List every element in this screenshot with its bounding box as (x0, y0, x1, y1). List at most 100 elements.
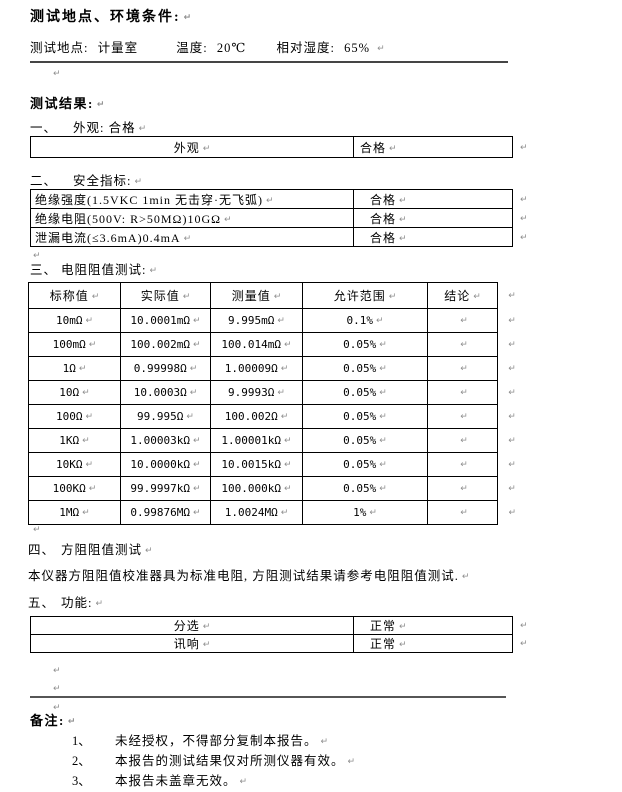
cell-text: 99.995Ω (137, 410, 184, 423)
paragraph-mark-icon: ↵ (280, 412, 289, 422)
appearance-table: 外观 ↵ 合格 ↵ ↵ (30, 136, 535, 158)
paragraph-mark-icon: ↵ (53, 666, 61, 676)
cell-text: 绝缘强度(1.5VKC 1min 无击穿·无飞弧) (35, 192, 263, 207)
paragraph-mark-icon: ↵ (379, 412, 387, 422)
section-3-title: 三、 电阻阻值测试: ↵ (30, 259, 157, 278)
tolerance-cell: 1% ↵ (302, 500, 428, 525)
paragraph-mark-icon: ↵ (473, 292, 481, 302)
conclusion-cell: ↵ (427, 500, 498, 525)
remark-number: 1、 (72, 734, 91, 748)
paragraph-mark-icon: ↵ (189, 364, 198, 374)
blank-paragraph: ↵ (30, 520, 41, 538)
cell-text: 合格 (370, 192, 397, 207)
conclusion-cell: ↵ (427, 452, 498, 477)
paragraph-mark-icon: ↵ (78, 364, 87, 374)
cell-text: 10KΩ (55, 458, 83, 471)
cell-text: 合格 (370, 211, 397, 226)
cell-text: 外观 (173, 140, 200, 155)
paragraph-mark-icon: ↵ (508, 364, 516, 374)
paragraph-mark-icon: ↵ (379, 484, 387, 494)
paragraph-mark-icon: ↵ (508, 291, 516, 301)
blank-paragraph: ↵ (50, 679, 61, 697)
table-row: 1Ω ↵ 0.99998Ω ↵ 1.00009Ω ↵ 0.05% ↵ ↵ ↵ (28, 356, 520, 381)
tolerance-cell: 0.05% ↵ (302, 380, 428, 405)
measured-cell: 1.0024MΩ ↵ (210, 500, 303, 525)
conclusion-cell: ↵ (427, 332, 498, 357)
cell-text: 100.002mΩ (130, 338, 191, 351)
header-text: 实际值 (140, 289, 180, 303)
paragraph-mark-icon: ↵ (399, 622, 407, 632)
measured-cell: 1.00001kΩ ↵ (210, 428, 303, 453)
nominal-cell: 100Ω ↵ (28, 404, 121, 429)
cell-text: 1MΩ (59, 506, 80, 519)
conclusion-cell: ↵ (427, 356, 498, 381)
paragraph-mark-icon: ↵ (85, 316, 94, 326)
row-end-mark-cell: ↵ (498, 381, 520, 405)
paragraph-mark-icon: ↵ (273, 292, 282, 302)
tolerance-cell: 0.05% ↵ (302, 476, 428, 501)
paragraph-mark-icon: ↵ (33, 251, 41, 261)
paragraph-mark-icon: ↵ (520, 194, 528, 205)
nominal-cell: 10KΩ ↵ (28, 452, 121, 477)
blank-paragraph: ↵ (30, 246, 41, 264)
header-text: 结论 (444, 289, 471, 303)
paragraph-mark-icon: ↵ (508, 484, 516, 494)
paragraph-mark-icon: ↵ (284, 340, 292, 350)
paragraph-mark-icon: ↵ (193, 436, 201, 446)
paragraph-mark-icon: ↵ (266, 195, 274, 206)
cell-text: 0.99998Ω (133, 362, 187, 375)
section-1-text: 外观: 合格 (73, 121, 136, 135)
paragraph-mark-icon: ↵ (277, 388, 285, 398)
row-end-mark-cell: ↵ (498, 405, 520, 429)
paragraph-mark-icon: ↵ (53, 703, 61, 713)
paragraph-mark-icon: ↵ (134, 177, 143, 187)
cell-text: 0.05% (343, 458, 377, 471)
actual-cell: 100.002mΩ ↵ (120, 332, 211, 357)
section-2-number: 二、 (30, 174, 58, 188)
section-5-title: 五、 功能: ↵ (28, 592, 103, 611)
temperature-label: 温度: (176, 41, 208, 55)
header-text: 测量值 (231, 289, 271, 303)
safety-result-cell: 合格 ↵ (353, 189, 513, 209)
cell-text: 0.05% (343, 434, 377, 447)
paragraph-mark-icon: ↵ (67, 717, 76, 727)
table-row: 100Ω ↵ 99.995Ω ↵ 100.002Ω ↵ 0.05% ↵ ↵ ↵ (28, 404, 520, 429)
table-row: 1MΩ ↵ 0.99876MΩ ↵ 1.0024MΩ ↵ 1% ↵ ↵ ↵ (28, 500, 520, 525)
paragraph-mark-icon: ↵ (520, 142, 528, 153)
table-row: 10KΩ ↵ 10.0000kΩ ↵ 10.0015kΩ ↵ 0.05% ↵ ↵ ↵ (28, 452, 520, 477)
cell-text: 10Ω (59, 386, 80, 399)
tolerance-cell: 0.05% ↵ (302, 452, 428, 477)
paragraph-mark-icon: ↵ (379, 436, 387, 446)
actual-cell: 0.99876MΩ ↵ (120, 500, 211, 525)
square-resistance-note: 本仪器方阻阻值校准器具为标准电阻, 方阻测试结果请参考电阻阻值测试. ↵ (28, 565, 469, 584)
paragraph-mark-icon: ↵ (91, 292, 100, 302)
humidity-value: 65% (344, 41, 370, 55)
paragraph-mark-icon: ↵ (399, 233, 407, 244)
paragraph-mark-icon: ↵ (82, 436, 90, 446)
cell-text: 10.0003Ω (133, 386, 187, 399)
paragraph-mark-icon: ↵ (379, 460, 387, 470)
measured-cell: 9.9993Ω ↵ (210, 380, 303, 405)
column-header: 结论 ↵ (427, 282, 498, 309)
temperature-value: 20℃ (216, 41, 247, 55)
row-end-mark-cell: ↵ (498, 453, 520, 477)
paragraph-mark-icon: ↵ (149, 266, 158, 276)
table-row: 100mΩ ↵ 100.002mΩ ↵ 100.014mΩ ↵ 0.05% ↵ ↵ ↵ (28, 332, 520, 357)
paragraph-mark-icon: ↵ (320, 737, 329, 747)
cell-text: 0.05% (343, 338, 377, 351)
cell-text: 正常 (370, 637, 397, 651)
blank-paragraph: ↵ (50, 64, 61, 82)
paragraph-mark-icon: ↵ (520, 213, 528, 224)
cell-text: 100mΩ (52, 338, 86, 351)
row-end-mark-cell: ↵ (498, 477, 520, 501)
row-end-mark-cell: ↵ (498, 501, 520, 525)
safety-item-cell: 绝缘强度(1.5VKC 1min 无击穿·无飞弧) ↵ (30, 189, 354, 209)
table-row: 10Ω ↵ 10.0003Ω ↵ 9.9993Ω ↵ 0.05% ↵ ↵ ↵ (28, 380, 520, 405)
actual-cell: 0.99998Ω ↵ (120, 356, 211, 381)
cell-text: 合格 (360, 140, 387, 155)
paragraph-mark-icon: ↵ (88, 484, 97, 494)
row-end-mark-cell: ↵ (498, 309, 520, 333)
nominal-cell: 100KΩ ↵ (28, 476, 121, 501)
cell-text: 0.05% (343, 482, 377, 495)
row-end-mark-cell: ↵ (498, 357, 520, 381)
